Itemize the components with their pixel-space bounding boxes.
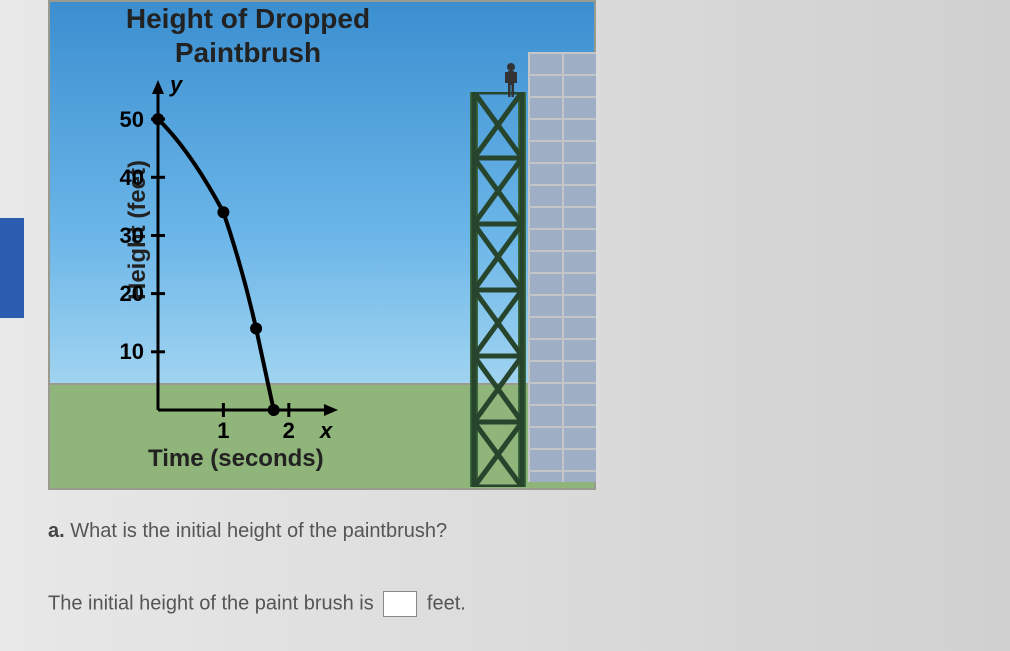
chart-title: Height of Dropped Paintbrush	[98, 2, 398, 69]
answer-prefix: The initial height of the paint brush is	[48, 592, 374, 614]
ytick-40: 40	[120, 165, 144, 190]
question-body: What is the initial height of the paintb…	[70, 520, 447, 542]
data-point-4	[268, 404, 280, 416]
data-point-2	[217, 206, 229, 218]
question-part-label: a.	[48, 520, 65, 542]
y-axis-letter: y	[169, 72, 184, 97]
chart-figure: Height of Dropped Paintbrush Height (fee…	[48, 0, 596, 490]
chart-svg: 10 20 30 40 50 1 2 y	[158, 90, 358, 450]
question-area: a. What is the initial height of the pai…	[48, 520, 748, 617]
ytick-30: 30	[120, 223, 144, 248]
tower-svg	[468, 92, 528, 487]
sidebar-tab[interactable]	[0, 218, 24, 318]
scaffold-tower-illustration	[468, 92, 528, 487]
x-axis-arrow	[324, 404, 338, 416]
curve-line	[158, 119, 274, 410]
brick-wall-illustration	[528, 52, 596, 482]
data-point-3	[250, 323, 262, 335]
chart-title-line1: Height of Dropped	[126, 3, 370, 34]
answer-line: The initial height of the paint brush is…	[48, 591, 748, 617]
answer-unit: feet.	[427, 592, 466, 614]
x-axis-letter: x	[319, 418, 333, 443]
chart-title-line2: Paintbrush	[175, 37, 321, 68]
ytick-50: 50	[120, 107, 144, 132]
ytick-20: 20	[120, 281, 144, 306]
answer-input[interactable]	[383, 591, 417, 617]
question-text: a. What is the initial height of the pai…	[48, 520, 748, 543]
xtick-1: 1	[217, 418, 229, 443]
page-background: Height of Dropped Paintbrush Height (fee…	[0, 0, 1010, 651]
chart-plot-area: 10 20 30 40 50 1 2 y	[158, 90, 328, 410]
ytick-10: 10	[120, 339, 144, 364]
person-illustration	[504, 62, 518, 98]
xtick-2: 2	[283, 418, 295, 443]
data-point-1	[152, 113, 164, 125]
